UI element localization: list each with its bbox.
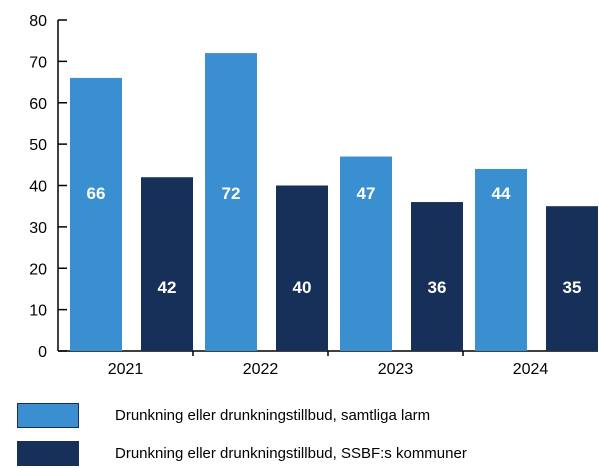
bar-label-2023-series-2: 36: [428, 278, 447, 297]
bar-label-2024-series-2: 35: [563, 278, 582, 297]
y-tick-label-0: 0: [38, 344, 47, 361]
x-tick-label-2021: 2021: [108, 361, 144, 378]
y-tick-label-50: 50: [29, 137, 47, 154]
bar-2022-series-1: [205, 53, 257, 351]
bar-label-2023-series-1: 47: [357, 184, 376, 203]
bar-2021-series-2: [141, 177, 193, 351]
legend-item-series-1: Drunkning eller drunkningstillbud, samtl…: [17, 400, 430, 430]
bar-2024-series-1: [475, 168, 527, 351]
bar-2023-series-2: [411, 202, 463, 351]
legend-label-series-2: Drunkning eller drunkningstillbud, SSBF:…: [115, 444, 467, 462]
bars: 66 42 72 40 47 36 44 35: [70, 53, 598, 352]
bar-2021-series-1: [70, 77, 122, 352]
y-tick-label-70: 70: [29, 54, 47, 71]
y-tick-label-60: 60: [29, 96, 47, 113]
bar-2024-series-2: [546, 206, 598, 351]
bar-label-2024-series-1: 44: [492, 184, 511, 203]
bar-2023-series-1: [340, 156, 392, 351]
bar-label-2021-series-2: 42: [158, 278, 177, 297]
bar-label-2021-series-1: 66: [87, 184, 106, 203]
legend-swatch-series-1: [17, 402, 79, 428]
y-axis: 0 10 20 30 40 50 60 70 80: [29, 13, 67, 361]
x-tick-label-2022: 2022: [243, 361, 279, 378]
x-tick-label-2023: 2023: [378, 361, 414, 378]
y-tick-label-80: 80: [29, 13, 47, 30]
legend-swatch-series-2: [17, 440, 79, 466]
bar-label-2022-series-1: 72: [222, 184, 241, 203]
x-axis: 2021 2022 2023 2024: [58, 350, 598, 378]
y-tick-label-20: 20: [29, 261, 47, 278]
y-tick-label-10: 10: [29, 303, 47, 320]
y-tick-label-40: 40: [29, 179, 47, 196]
bar-2022-series-2: [276, 185, 328, 351]
x-tick-label-2024: 2024: [513, 361, 549, 378]
bar-label-2022-series-2: 40: [293, 278, 312, 297]
legend-item-series-2: Drunkning eller drunkningstillbud, SSBF:…: [17, 438, 467, 468]
y-tick-label-30: 30: [29, 220, 47, 237]
legend-label-series-1: Drunkning eller drunkningstillbud, samtl…: [115, 406, 431, 424]
